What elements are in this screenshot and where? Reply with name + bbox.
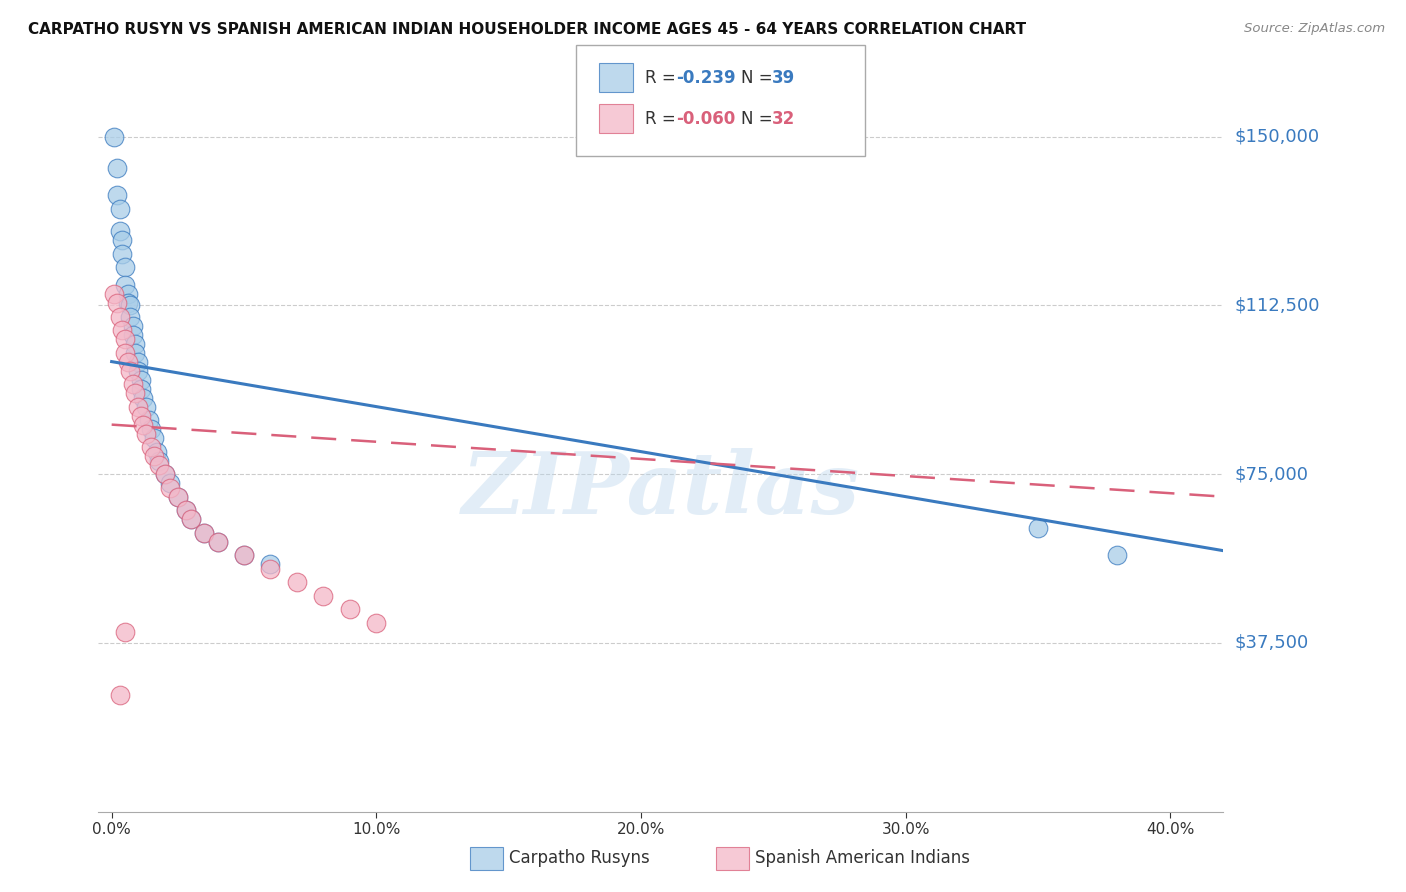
- Text: Carpatho Rusyns: Carpatho Rusyns: [509, 849, 650, 867]
- Point: [105, 188, 128, 202]
- Point: [114, 332, 136, 346]
- Point: [120, 298, 142, 312]
- Point: [207, 534, 229, 549]
- Point: [148, 453, 170, 467]
- Point: [114, 624, 136, 639]
- Point: [105, 161, 128, 175]
- Point: [141, 440, 163, 454]
- Point: [339, 602, 361, 616]
- Point: [132, 417, 155, 432]
- Point: [111, 246, 134, 260]
- Point: [180, 512, 202, 526]
- Point: [143, 431, 166, 445]
- Point: [124, 386, 146, 401]
- Point: [259, 557, 281, 571]
- Point: [312, 589, 335, 603]
- Point: [108, 202, 131, 216]
- Point: [121, 377, 143, 392]
- Text: N =: N =: [741, 69, 778, 87]
- Text: $37,500: $37,500: [1234, 634, 1309, 652]
- Point: [103, 129, 125, 144]
- Point: [114, 260, 136, 274]
- Point: [193, 525, 215, 540]
- Point: [120, 310, 142, 324]
- Point: [145, 444, 167, 458]
- Point: [121, 318, 143, 333]
- Point: [114, 278, 136, 293]
- Point: [124, 345, 146, 359]
- Point: [117, 287, 139, 301]
- Point: [103, 287, 125, 301]
- Point: [141, 422, 163, 436]
- Point: [111, 323, 134, 337]
- Point: [127, 400, 149, 414]
- Point: [135, 426, 157, 441]
- Text: -0.239: -0.239: [676, 69, 735, 87]
- Text: R =: R =: [645, 110, 682, 128]
- Point: [166, 490, 188, 504]
- Text: $150,000: $150,000: [1234, 128, 1319, 145]
- Text: N =: N =: [741, 110, 778, 128]
- Text: ZIPatlas: ZIPatlas: [461, 448, 860, 532]
- Text: CARPATHO RUSYN VS SPANISH AMERICAN INDIAN HOUSEHOLDER INCOME AGES 45 - 64 YEARS : CARPATHO RUSYN VS SPANISH AMERICAN INDIA…: [28, 22, 1026, 37]
- Point: [129, 409, 152, 423]
- Point: [138, 413, 160, 427]
- Point: [180, 512, 202, 526]
- Point: [233, 548, 256, 562]
- Point: [166, 490, 188, 504]
- Point: [207, 534, 229, 549]
- Point: [132, 391, 155, 405]
- Point: [129, 373, 152, 387]
- Text: Source: ZipAtlas.com: Source: ZipAtlas.com: [1244, 22, 1385, 36]
- Point: [285, 575, 308, 590]
- Point: [159, 481, 181, 495]
- Point: [148, 458, 170, 472]
- Point: [259, 562, 281, 576]
- Point: [120, 363, 142, 377]
- Point: [108, 224, 131, 238]
- Point: [233, 548, 256, 562]
- Point: [111, 233, 134, 247]
- Text: Spanish American Indians: Spanish American Indians: [755, 849, 970, 867]
- Point: [174, 503, 197, 517]
- Point: [153, 467, 176, 482]
- Point: [121, 327, 143, 342]
- Point: [193, 525, 215, 540]
- Point: [135, 400, 157, 414]
- Text: R =: R =: [645, 69, 682, 87]
- Point: [1026, 521, 1049, 535]
- Point: [153, 467, 176, 482]
- Point: [174, 503, 197, 517]
- Point: [1107, 548, 1129, 562]
- Point: [108, 688, 131, 702]
- Point: [127, 363, 149, 377]
- Point: [129, 382, 152, 396]
- Text: -0.060: -0.060: [676, 110, 735, 128]
- Point: [124, 336, 146, 351]
- Point: [114, 345, 136, 359]
- Text: $112,500: $112,500: [1234, 296, 1320, 314]
- Point: [108, 310, 131, 324]
- Point: [117, 296, 139, 310]
- Point: [159, 476, 181, 491]
- Point: [127, 354, 149, 368]
- Point: [117, 354, 139, 368]
- Text: 32: 32: [772, 110, 796, 128]
- Text: $75,000: $75,000: [1234, 465, 1309, 483]
- Text: 39: 39: [772, 69, 796, 87]
- Point: [366, 615, 388, 630]
- Point: [105, 296, 128, 310]
- Point: [143, 449, 166, 463]
